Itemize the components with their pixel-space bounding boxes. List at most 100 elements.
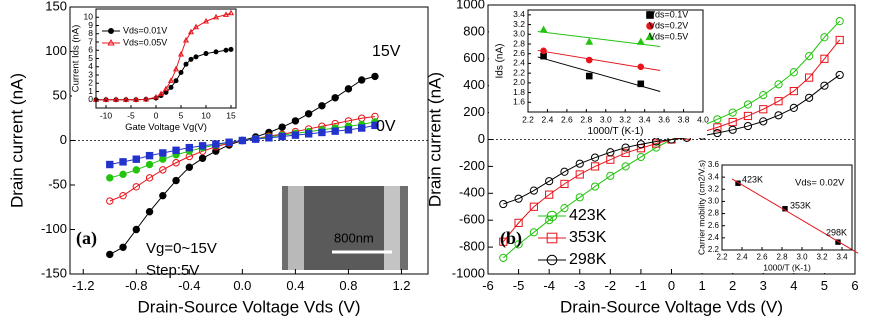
y-tick-label: 4 <box>88 61 93 71</box>
marker <box>173 78 179 84</box>
marker <box>560 203 569 213</box>
y-tick-label: 2.6 <box>708 221 720 230</box>
marker <box>545 190 554 199</box>
marker <box>835 239 841 245</box>
y-tick-label: 3.2 <box>708 184 720 193</box>
marker <box>162 85 170 92</box>
marker <box>291 131 300 139</box>
marker <box>805 52 814 61</box>
marker <box>820 81 829 90</box>
y-tick-label: 100 <box>45 43 67 58</box>
marker <box>759 117 768 126</box>
marker <box>222 11 230 17</box>
marker <box>198 142 207 150</box>
marker <box>835 17 844 26</box>
legend-marker <box>107 38 115 46</box>
series-line <box>503 74 840 205</box>
y-tick-label: 600 <box>463 50 485 65</box>
marker <box>182 36 190 43</box>
marker <box>575 170 584 179</box>
legend-label: Vds=0.05V <box>123 37 167 47</box>
marker <box>187 28 195 35</box>
marker <box>177 50 185 57</box>
y-tick-label: -400 <box>459 185 485 200</box>
legend-label: 353K <box>569 229 607 246</box>
x-tick-label: 2.2 <box>716 253 728 262</box>
marker <box>178 70 184 76</box>
marker <box>713 115 722 124</box>
marker <box>759 91 768 100</box>
marker <box>636 152 646 162</box>
marker <box>606 148 615 157</box>
legend-label: 298K <box>569 251 607 268</box>
marker <box>514 194 523 203</box>
marker <box>192 23 200 30</box>
x-axis-title: 1000/T (K-1) <box>763 263 811 273</box>
marker <box>835 70 844 80</box>
marker <box>344 85 353 93</box>
marker <box>183 61 189 67</box>
marker <box>157 90 165 97</box>
y-tick-label: 2.6 <box>513 48 525 58</box>
marker <box>304 130 313 138</box>
marker <box>227 9 235 16</box>
marker <box>820 54 829 63</box>
annotation: 423K <box>742 174 763 184</box>
marker <box>102 96 110 102</box>
x-tick-label: 5 <box>821 278 828 293</box>
x-tick-label: -6 <box>482 278 494 293</box>
y-axis-title: Carrier mobility (cm2/V.s) <box>696 160 706 255</box>
annotation: Step:5V <box>146 262 199 279</box>
x-tick-label: 6 <box>851 278 858 293</box>
marker <box>198 154 207 163</box>
y-tick-label: 1 <box>88 86 93 96</box>
legend-label: Vds=0.01V <box>123 25 167 35</box>
marker <box>637 80 645 88</box>
legend-marker <box>546 254 558 266</box>
legend-marker <box>108 28 114 34</box>
marker <box>202 17 210 24</box>
y-tick-label: 3 <box>88 69 93 79</box>
y-axis-title: Drain current (nA) <box>7 73 26 208</box>
marker <box>743 121 753 131</box>
marker <box>820 33 829 42</box>
marker <box>759 105 768 114</box>
legend-label: Vds=0.5V <box>649 31 688 41</box>
marker <box>514 218 523 227</box>
marker <box>621 162 630 171</box>
marker <box>145 174 154 182</box>
x-tick-label: 2.4 <box>542 114 554 124</box>
legend-label: 423K <box>569 207 607 224</box>
marker <box>331 94 339 102</box>
series-line <box>96 12 232 101</box>
marker <box>358 76 366 84</box>
y-axis-title: Current Ids (nA) <box>71 25 82 93</box>
marker <box>132 155 140 163</box>
y-tick-label: 2.0 <box>513 77 525 87</box>
y-tick-label: 2.8 <box>513 38 525 48</box>
marker <box>278 132 286 141</box>
x-tick-label: -10 <box>100 110 113 120</box>
y-tick-label: 400 <box>463 77 485 92</box>
annotation: Vds= 0.02V <box>795 178 845 189</box>
x-tick-label: 0.4 <box>286 278 304 293</box>
sem-gap <box>304 186 384 270</box>
marker <box>774 111 783 120</box>
marker <box>499 199 508 209</box>
marker <box>728 125 737 134</box>
legend-marker <box>646 22 654 30</box>
x-tick-label: 2.6 <box>561 114 573 124</box>
x-tick-label: 4.0 <box>697 114 709 124</box>
y-tick-label: -100 <box>41 221 67 236</box>
marker <box>590 182 600 191</box>
x-tick-label: 5 <box>179 110 184 120</box>
marker <box>212 13 220 20</box>
marker <box>805 73 814 82</box>
marker <box>371 72 379 81</box>
marker <box>251 135 260 143</box>
y-tick-label: 3.4 <box>513 9 525 19</box>
inset-background <box>489 6 707 138</box>
x-tick-label: -2 <box>605 278 617 293</box>
